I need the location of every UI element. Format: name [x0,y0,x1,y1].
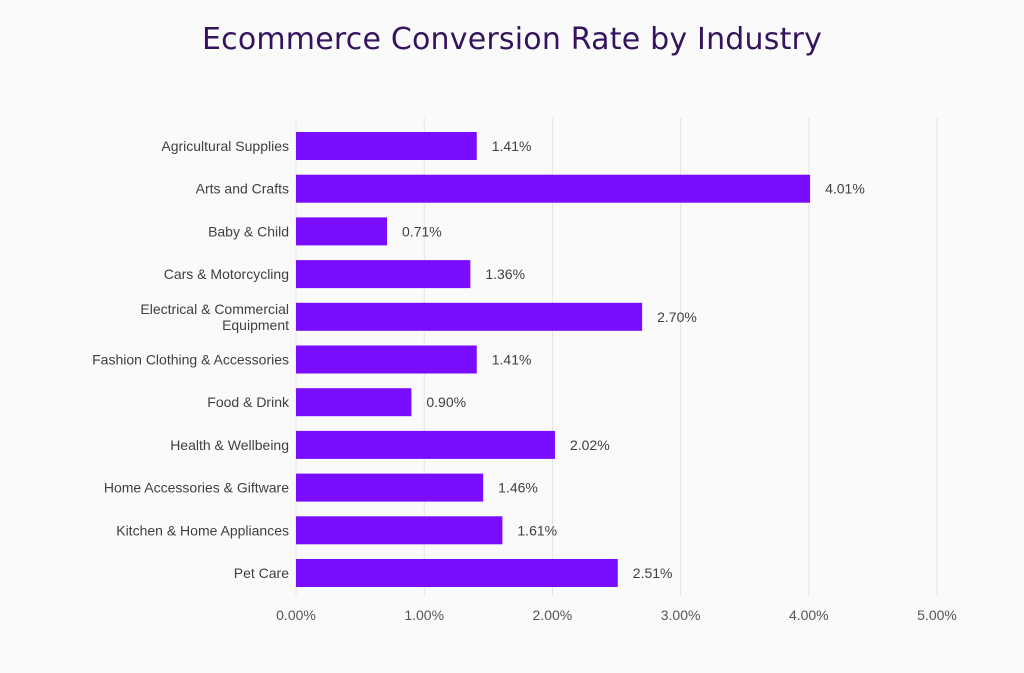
category-label: Home Accessories & Giftware [104,480,289,496]
bar [296,132,477,160]
data-label: 4.01% [825,181,865,197]
data-label: 1.36% [485,266,525,282]
category-label: Baby & Child [208,223,289,239]
category-label: Fashion Clothing & Accessories [92,352,289,368]
data-label: 2.51% [633,565,673,581]
category-label: Kitchen & Home Appliances [116,522,289,538]
data-label: 2.70% [657,309,697,325]
bar [296,388,412,417]
category-label: Cars & Motorcycling [164,266,289,282]
bar [296,516,503,545]
bar [296,260,471,289]
bar [296,430,555,459]
x-tick-label: 4.00% [789,607,829,623]
data-label: 1.61% [517,522,557,538]
x-axis-ticks: 0.00% 1.00% 2.00% 3.00% 4.00% 5.00% [276,607,957,623]
category-label: Health & Wellbeing [170,437,289,453]
category-labels: Agricultural Supplies Arts and Crafts Baby… [92,138,290,581]
x-tick-label: 3.00% [661,607,701,623]
x-tick-label: 2.00% [533,607,573,623]
data-label: 0.90% [426,394,466,410]
category-label: Food & Drink [207,394,290,410]
bar [296,559,618,587]
data-label: 1.46% [498,480,538,496]
x-tick-label: 1.00% [404,607,444,623]
value-labels: 1.41% 4.01% 0.71% 1.36% 2.70% 1.41% 0.90% 2.02%… [402,138,865,581]
data-label: 2.02% [570,437,610,453]
x-tick-label: 5.00% [917,607,957,623]
category-label: Agricultural Supplies [161,138,289,154]
category-label: Pet Care [234,565,289,581]
bar [296,345,477,374]
bar [296,217,388,246]
data-label: 0.71% [402,223,442,239]
bar [296,302,643,331]
chart-title: Ecommerce Conversion Rate by Industry [201,22,823,57]
bar [296,174,811,203]
bars [296,132,811,587]
x-tick-label: 0.00% [276,607,316,623]
data-label: 1.41% [492,352,532,368]
data-label: 1.41% [492,138,532,154]
category-label: Electrical & Commercial Equipment [140,301,289,333]
bar [296,473,484,502]
category-label: Arts and Crafts [196,181,289,197]
